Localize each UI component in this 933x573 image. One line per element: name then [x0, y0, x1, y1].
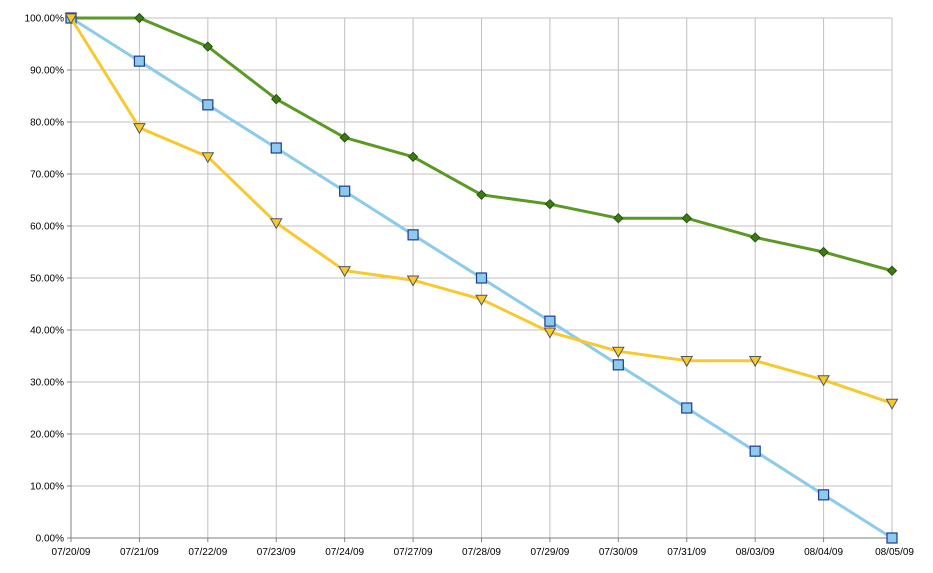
x-tick-label: 07/24/09: [325, 547, 364, 558]
series-2: [65, 12, 898, 544]
y-tick-label: 10.00%: [30, 482, 64, 493]
x-tick-label: 08/05/09: [875, 547, 914, 558]
data-point: [134, 12, 145, 24]
y-tick-label: 60.00%: [30, 222, 64, 233]
y-tick-label: 40.00%: [30, 326, 64, 337]
data-point: [271, 93, 282, 105]
data-point: [270, 142, 282, 154]
data-point: [818, 246, 829, 258]
x-tick-label: 07/30/09: [599, 547, 638, 558]
data-point: [133, 55, 146, 67]
data-point: [201, 152, 215, 164]
y-tick-label: 70.00%: [30, 170, 64, 181]
data-point: [133, 123, 146, 135]
data-point: [885, 398, 899, 410]
data-point: [476, 189, 487, 201]
data-point: [544, 315, 556, 327]
y-tick-label: 20.00%: [30, 430, 64, 441]
data-point: [202, 99, 214, 111]
data-point: [612, 359, 624, 371]
data-point: [406, 275, 420, 287]
series-group: [64, 12, 899, 544]
data-point: [611, 346, 625, 358]
x-tick-label: 07/28/09: [462, 547, 501, 558]
data-point: [681, 212, 692, 224]
data-point: [613, 212, 624, 224]
data-point: [817, 375, 830, 387]
y-tick-label: 50.00%: [30, 274, 64, 285]
x-tick-label: 08/03/09: [736, 547, 775, 558]
data-point: [748, 356, 762, 368]
data-point: [544, 198, 556, 210]
data-point: [475, 272, 488, 284]
x-tick-labels: 07/20/09 07/21/09 07/22/09 07/23/09 07/24/09…: [52, 547, 915, 558]
data-point: [680, 356, 694, 368]
x-tick-label: 07/21/09: [120, 547, 159, 558]
x-tick-label: 07/20/09: [52, 547, 91, 558]
y-tick-label: 100.00%: [25, 14, 65, 25]
data-point: [681, 402, 693, 414]
data-point: [338, 266, 352, 278]
x-tick-label: 07/31/09: [667, 547, 706, 558]
y-tick-label: 80.00%: [30, 118, 64, 129]
data-point: [817, 489, 830, 501]
x-tick-label: 07/29/09: [530, 547, 569, 558]
data-point: [339, 132, 350, 143]
y-tick-label: 30.00%: [30, 378, 64, 389]
data-point: [886, 265, 898, 276]
series-1: [65, 12, 898, 276]
y-tick-label: 90.00%: [30, 66, 64, 77]
data-point: [407, 151, 419, 163]
x-tick-label: 07/22/09: [188, 547, 227, 558]
x-tick-label: 07/23/09: [257, 547, 296, 558]
data-point: [749, 232, 761, 243]
series-3: [64, 13, 899, 410]
data-point: [749, 445, 761, 457]
data-point: [202, 41, 214, 52]
data-point: [64, 13, 78, 25]
x-tick-label: 08/04/09: [804, 547, 843, 558]
data-point: [269, 218, 283, 230]
data-point: [543, 327, 557, 339]
data-point: [475, 294, 488, 306]
y-tick-label: 0.00%: [36, 534, 64, 545]
data-point: [886, 532, 898, 544]
data-point: [339, 185, 351, 197]
data-point: [407, 229, 419, 241]
y-tick-labels: 0.00% 10.00% 20.00% 30.00% 40.00% 50.00% 60.00…: [25, 14, 65, 545]
axes: [67, 17, 893, 542]
x-tick-label: 07/27/09: [394, 547, 433, 558]
